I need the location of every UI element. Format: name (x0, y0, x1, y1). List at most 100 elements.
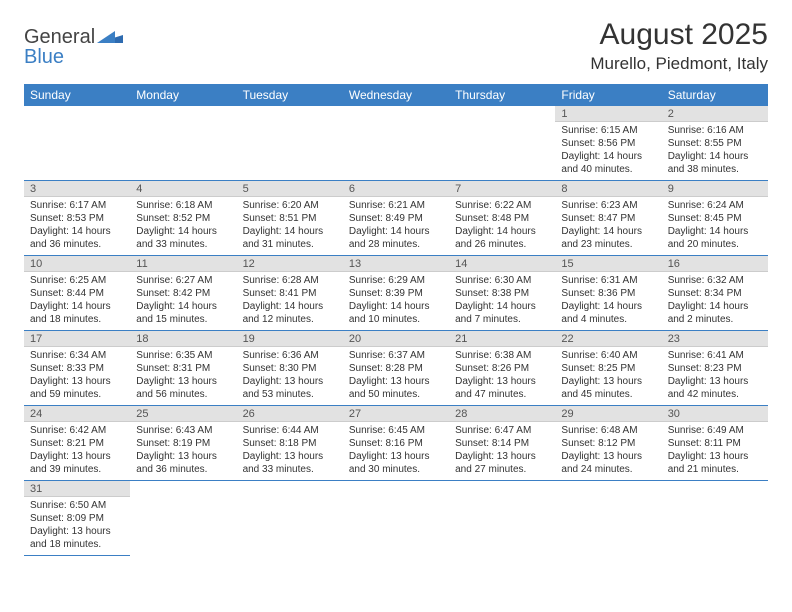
day-number: 7 (449, 181, 555, 197)
sunset-text: Sunset: 8:09 PM (30, 512, 124, 525)
calendar-week-row: 31Sunrise: 6:50 AMSunset: 8:09 PMDayligh… (24, 481, 768, 556)
daylight-text: Daylight: 14 hours and 40 minutes. (561, 150, 655, 176)
calendar-cell (662, 481, 768, 556)
day-body: Sunrise: 6:24 AMSunset: 8:45 PMDaylight:… (662, 197, 768, 255)
sunset-text: Sunset: 8:41 PM (243, 287, 337, 300)
sunrise-text: Sunrise: 6:21 AM (349, 199, 443, 212)
daylight-text: Daylight: 13 hours and 36 minutes. (136, 450, 230, 476)
calendar-cell: 30Sunrise: 6:49 AMSunset: 8:11 PMDayligh… (662, 406, 768, 481)
daylight-text: Daylight: 13 hours and 45 minutes. (561, 375, 655, 401)
day-number: 3 (24, 181, 130, 197)
day-number: 25 (130, 406, 236, 422)
day-number: 17 (24, 331, 130, 347)
sunset-text: Sunset: 8:25 PM (561, 362, 655, 375)
page-title: August 2025 (590, 18, 768, 52)
day-body: Sunrise: 6:36 AMSunset: 8:30 PMDaylight:… (237, 347, 343, 405)
day-body: Sunrise: 6:17 AMSunset: 8:53 PMDaylight:… (24, 197, 130, 255)
day-body: Sunrise: 6:29 AMSunset: 8:39 PMDaylight:… (343, 272, 449, 330)
title-block: August 2025 Murello, Piedmont, Italy (590, 18, 768, 74)
daylight-text: Daylight: 14 hours and 18 minutes. (30, 300, 124, 326)
sunrise-text: Sunrise: 6:29 AM (349, 274, 443, 287)
sunset-text: Sunset: 8:12 PM (561, 437, 655, 450)
day-number: 29 (555, 406, 661, 422)
calendar-cell (237, 481, 343, 556)
daylight-text: Daylight: 14 hours and 2 minutes. (668, 300, 762, 326)
day-body: Sunrise: 6:35 AMSunset: 8:31 PMDaylight:… (130, 347, 236, 405)
logo-text-2: Blue (24, 46, 64, 69)
day-number: 6 (343, 181, 449, 197)
sunset-text: Sunset: 8:31 PM (136, 362, 230, 375)
calendar-cell: 26Sunrise: 6:44 AMSunset: 8:18 PMDayligh… (237, 406, 343, 481)
sunrise-text: Sunrise: 6:28 AM (243, 274, 337, 287)
calendar-cell: 22Sunrise: 6:40 AMSunset: 8:25 PMDayligh… (555, 331, 661, 406)
daylight-text: Daylight: 13 hours and 56 minutes. (136, 375, 230, 401)
day-number: 9 (662, 181, 768, 197)
calendar-cell: 5Sunrise: 6:20 AMSunset: 8:51 PMDaylight… (237, 181, 343, 256)
day-body: Sunrise: 6:43 AMSunset: 8:19 PMDaylight:… (130, 422, 236, 480)
calendar-cell: 20Sunrise: 6:37 AMSunset: 8:28 PMDayligh… (343, 331, 449, 406)
calendar-body: 1Sunrise: 6:15 AMSunset: 8:56 PMDaylight… (24, 106, 768, 556)
sunrise-text: Sunrise: 6:48 AM (561, 424, 655, 437)
weekday-header: Sunday (24, 84, 130, 106)
day-body: Sunrise: 6:27 AMSunset: 8:42 PMDaylight:… (130, 272, 236, 330)
day-body: Sunrise: 6:44 AMSunset: 8:18 PMDaylight:… (237, 422, 343, 480)
day-body: Sunrise: 6:18 AMSunset: 8:52 PMDaylight:… (130, 197, 236, 255)
sunset-text: Sunset: 8:16 PM (349, 437, 443, 450)
calendar-cell: 14Sunrise: 6:30 AMSunset: 8:38 PMDayligh… (449, 256, 555, 331)
sunrise-text: Sunrise: 6:49 AM (668, 424, 762, 437)
calendar-week-row: 24Sunrise: 6:42 AMSunset: 8:21 PMDayligh… (24, 406, 768, 481)
sunset-text: Sunset: 8:19 PM (136, 437, 230, 450)
calendar-cell: 11Sunrise: 6:27 AMSunset: 8:42 PMDayligh… (130, 256, 236, 331)
sunset-text: Sunset: 8:21 PM (30, 437, 124, 450)
header: General August 2025 Murello, Piedmont, I… (24, 18, 768, 74)
daylight-text: Daylight: 14 hours and 20 minutes. (668, 225, 762, 251)
day-body: Sunrise: 6:34 AMSunset: 8:33 PMDaylight:… (24, 347, 130, 405)
day-number: 11 (130, 256, 236, 272)
day-number: 13 (343, 256, 449, 272)
calendar-cell: 7Sunrise: 6:22 AMSunset: 8:48 PMDaylight… (449, 181, 555, 256)
daylight-text: Daylight: 14 hours and 36 minutes. (30, 225, 124, 251)
calendar-cell: 8Sunrise: 6:23 AMSunset: 8:47 PMDaylight… (555, 181, 661, 256)
sunset-text: Sunset: 8:23 PM (668, 362, 762, 375)
sunset-text: Sunset: 8:42 PM (136, 287, 230, 300)
daylight-text: Daylight: 13 hours and 24 minutes. (561, 450, 655, 476)
day-body: Sunrise: 6:23 AMSunset: 8:47 PMDaylight:… (555, 197, 661, 255)
sunrise-text: Sunrise: 6:35 AM (136, 349, 230, 362)
calendar-cell: 18Sunrise: 6:35 AMSunset: 8:31 PMDayligh… (130, 331, 236, 406)
calendar-cell (130, 106, 236, 181)
day-body: Sunrise: 6:22 AMSunset: 8:48 PMDaylight:… (449, 197, 555, 255)
day-body: Sunrise: 6:41 AMSunset: 8:23 PMDaylight:… (662, 347, 768, 405)
sunset-text: Sunset: 8:39 PM (349, 287, 443, 300)
sunset-text: Sunset: 8:30 PM (243, 362, 337, 375)
day-number: 18 (130, 331, 236, 347)
day-number: 30 (662, 406, 768, 422)
sunset-text: Sunset: 8:34 PM (668, 287, 762, 300)
day-body: Sunrise: 6:50 AMSunset: 8:09 PMDaylight:… (24, 497, 130, 555)
day-body: Sunrise: 6:25 AMSunset: 8:44 PMDaylight:… (24, 272, 130, 330)
calendar-cell: 4Sunrise: 6:18 AMSunset: 8:52 PMDaylight… (130, 181, 236, 256)
day-number: 23 (662, 331, 768, 347)
sunset-text: Sunset: 8:48 PM (455, 212, 549, 225)
calendar-week-row: 17Sunrise: 6:34 AMSunset: 8:33 PMDayligh… (24, 331, 768, 406)
sunset-text: Sunset: 8:18 PM (243, 437, 337, 450)
page-subtitle: Murello, Piedmont, Italy (590, 54, 768, 74)
calendar-week-row: 10Sunrise: 6:25 AMSunset: 8:44 PMDayligh… (24, 256, 768, 331)
calendar-cell: 19Sunrise: 6:36 AMSunset: 8:30 PMDayligh… (237, 331, 343, 406)
daylight-text: Daylight: 14 hours and 23 minutes. (561, 225, 655, 251)
logo-flag-icon (97, 29, 123, 47)
day-body: Sunrise: 6:32 AMSunset: 8:34 PMDaylight:… (662, 272, 768, 330)
day-number: 22 (555, 331, 661, 347)
calendar-cell: 6Sunrise: 6:21 AMSunset: 8:49 PMDaylight… (343, 181, 449, 256)
daylight-text: Daylight: 13 hours and 42 minutes. (668, 375, 762, 401)
sunrise-text: Sunrise: 6:18 AM (136, 199, 230, 212)
daylight-text: Daylight: 14 hours and 38 minutes. (668, 150, 762, 176)
calendar-week-row: 3Sunrise: 6:17 AMSunset: 8:53 PMDaylight… (24, 181, 768, 256)
calendar-cell (237, 106, 343, 181)
sunset-text: Sunset: 8:56 PM (561, 137, 655, 150)
day-number: 21 (449, 331, 555, 347)
day-number: 31 (24, 481, 130, 497)
day-body: Sunrise: 6:37 AMSunset: 8:28 PMDaylight:… (343, 347, 449, 405)
sunset-text: Sunset: 8:44 PM (30, 287, 124, 300)
day-number: 2 (662, 106, 768, 122)
sunrise-text: Sunrise: 6:16 AM (668, 124, 762, 137)
